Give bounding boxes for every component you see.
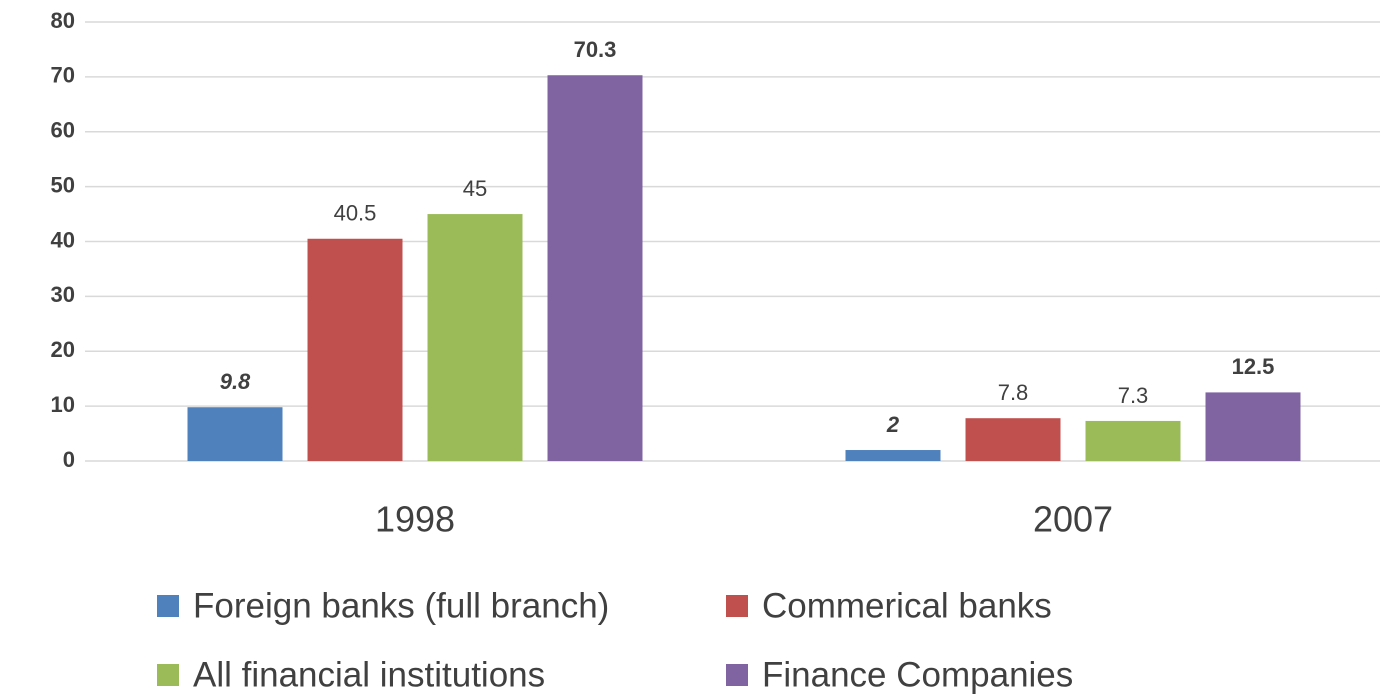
value-label: 45: [463, 176, 487, 201]
value-label: 7.8: [998, 380, 1029, 405]
bar: [547, 75, 643, 461]
y-tick-label: 40: [51, 227, 75, 252]
bar: [307, 238, 403, 461]
legend-swatch: [157, 664, 179, 686]
y-tick-label: 0: [63, 447, 75, 472]
x-tick-label: 1998: [375, 499, 455, 540]
legend-label: Foreign banks (full branch): [193, 586, 609, 625]
value-label: 70.3: [574, 37, 617, 62]
y-tick-label: 50: [51, 172, 75, 197]
bar: [187, 407, 283, 461]
legend-label: Finance Companies: [762, 655, 1073, 694]
bar: [427, 214, 523, 461]
legend-label: All financial institutions: [193, 655, 545, 694]
bar: [1085, 420, 1181, 461]
value-label: 2: [886, 412, 900, 437]
y-tick-label: 20: [51, 337, 75, 362]
value-label: 40.5: [334, 201, 377, 226]
y-tick-label: 30: [51, 282, 75, 307]
y-tick-label: 80: [51, 8, 75, 33]
bar: [1205, 392, 1301, 461]
value-label: 7.3: [1118, 383, 1149, 408]
y-tick-label: 70: [51, 63, 75, 88]
y-tick-label: 60: [51, 118, 75, 143]
legend-swatch: [157, 595, 179, 617]
y-tick-label: 10: [51, 392, 75, 417]
legend-swatch: [726, 664, 748, 686]
value-label: 12.5: [1232, 354, 1275, 379]
legend-label: Commerical banks: [762, 586, 1052, 625]
x-tick-label: 2007: [1033, 499, 1113, 540]
bar: [845, 450, 941, 461]
value-label: 9.8: [220, 369, 251, 394]
bar: [965, 418, 1061, 461]
legend-swatch: [726, 595, 748, 617]
